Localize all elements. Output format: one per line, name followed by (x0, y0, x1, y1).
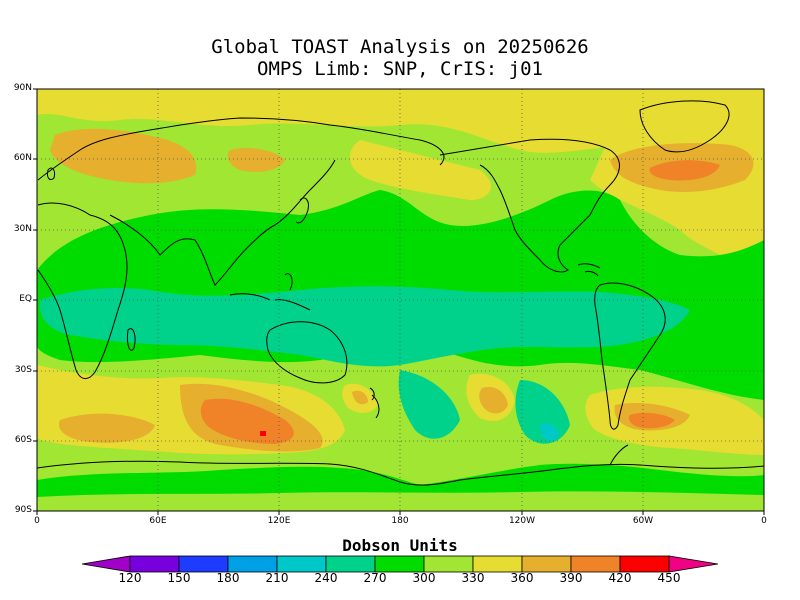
coastline-caribbean (577, 263, 601, 277)
colorbar-label-330: 330 (461, 571, 485, 585)
colorbar-bin-240-270 (325, 555, 376, 573)
ozone-field-max-spot (260, 431, 266, 436)
colorbar-bin-330-360 (472, 555, 523, 573)
colorbar-label-270: 270 (363, 571, 387, 585)
colorbar-bin-120-150 (129, 555, 180, 573)
colorbar-label-150: 150 (167, 571, 191, 585)
map-ticks (33, 88, 765, 515)
ozone-field-south-orange-nz (352, 390, 368, 405)
ozone-field-south-pacific-teal (515, 380, 570, 444)
colorbar-bin-150-180 (178, 555, 229, 573)
map-title-line-1: Global TOAST Analysis on 20250626 (211, 36, 589, 58)
colorbar-label-360: 360 (510, 571, 534, 585)
colorbar-bin-390-420 (570, 555, 621, 573)
coastline-antarctic-peninsula (609, 444, 629, 466)
colorbar (81, 555, 719, 573)
coastline-africa (37, 202, 128, 379)
colorbar-label-300: 300 (412, 571, 436, 585)
ozone-field-south-teal (398, 370, 460, 439)
lat-label-60s: 60S (14, 435, 32, 445)
lat-label-30s: 30S (14, 365, 32, 375)
ozone-field-siberia-orange (227, 148, 285, 172)
colorbar-title: Dobson Units (342, 536, 458, 555)
coastline-greenland (639, 100, 730, 153)
colorbar-label-420: 420 (608, 571, 632, 585)
coastline-south-america (594, 282, 666, 430)
lat-label-90n: 90N (13, 83, 32, 93)
ozone-field-antarctic-lower-green (37, 491, 764, 511)
lat-label-60n: 60N (13, 153, 32, 163)
lon-label-120w: 120W (508, 516, 536, 526)
lat-label-eq: EQ (19, 294, 32, 304)
coastline-north-america (439, 138, 620, 273)
colorbar-bin-420-450 (619, 555, 670, 573)
coastline-madagascar (127, 328, 136, 351)
coastline-australia (266, 321, 348, 384)
ozone-field-south-orange-central (479, 386, 508, 414)
ozone-field-south-orange-west (59, 413, 155, 443)
lon-label-120e: 120E (267, 516, 291, 526)
colorbar-bin-180-210 (227, 555, 278, 573)
ozone-field-south-deep-orange-indian (200, 398, 294, 444)
lon-label-0-east: 0 (761, 516, 767, 526)
ozone-field-tropical-teal (39, 286, 691, 367)
colorbar-label-450: 450 (657, 571, 681, 585)
colorbar-label-240: 240 (314, 571, 338, 585)
colorbar-below-arrow (81, 555, 131, 573)
ozone-field-eurasia-orange (50, 128, 197, 184)
ozone-field-south-deep-orange-east (628, 412, 675, 429)
coastline-japan (295, 197, 309, 224)
ozone-field-north-yellow (37, 89, 764, 191)
colorbar-bin-300-330 (423, 555, 474, 573)
coastline-south-asia (109, 159, 336, 286)
colorbar-label-120: 120 (118, 571, 142, 585)
coastline-antarctica (37, 460, 764, 486)
coastlines (37, 100, 764, 486)
coastline-uk (47, 167, 55, 181)
lat-label-30n: 30N (13, 224, 32, 234)
lat-label-90s: 90S (14, 505, 32, 515)
map-title-line-2: OMPS Limb: SNP, CrIS: j01 (257, 58, 543, 80)
lon-label-0-west: 0 (34, 516, 40, 526)
colorbar-bin-270-300 (374, 555, 425, 573)
ozone-field-north-central-yellow (349, 140, 491, 200)
colorbar-label-210: 210 (265, 571, 289, 585)
coastline-eurasia-north (37, 117, 445, 181)
lon-label-60w: 60W (632, 516, 654, 526)
colorbar-label-180: 180 (216, 571, 240, 585)
ozone-field-atlantic-deep-orange (649, 160, 720, 181)
ozone-field-south-pacific-cyan (540, 423, 559, 441)
coastline-new-zealand (369, 387, 380, 419)
colorbar-bin-360-390 (521, 555, 572, 573)
lon-label-180: 180 (391, 516, 409, 526)
colorbar-above-arrow (668, 555, 719, 573)
colorbar-label-390: 390 (559, 571, 583, 585)
lon-label-60e: 60E (149, 516, 167, 526)
colorbar-bin-210-240 (276, 555, 327, 573)
